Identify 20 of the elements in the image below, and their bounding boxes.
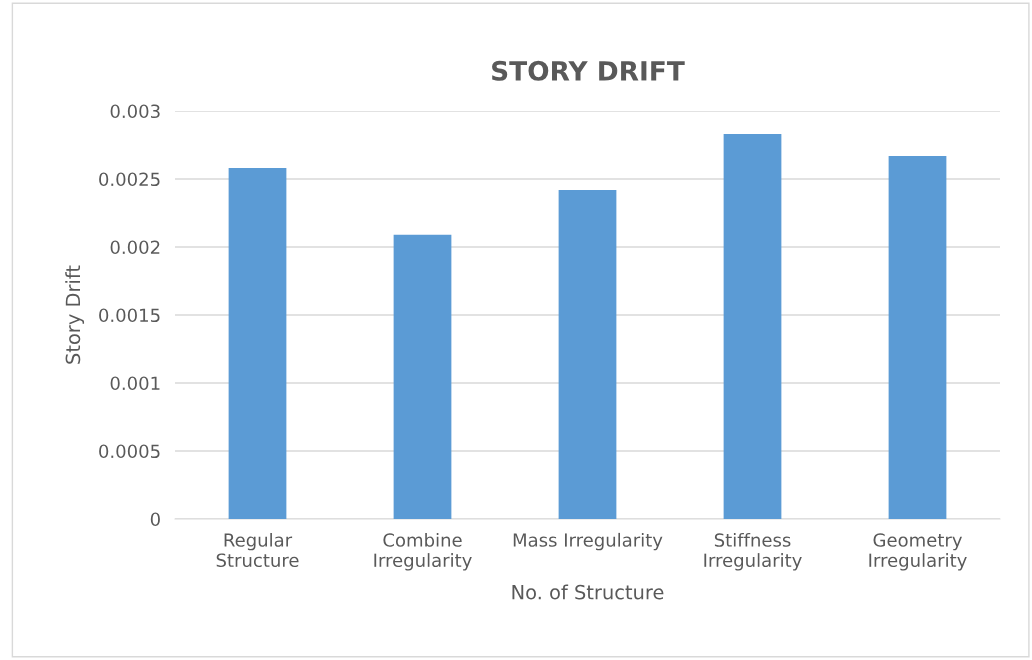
y-tick-label: 0.0005 (99, 444, 160, 459)
bar (723, 134, 782, 519)
x-tick-label: Regular Structure (216, 532, 299, 568)
y-tick-label: 0.0015 (99, 308, 160, 323)
bar (558, 189, 617, 519)
bar (228, 168, 287, 519)
x-tick-label: Combine Irregularity (374, 532, 472, 571)
x-tick-label: Mass Irregularity (513, 532, 663, 551)
bar (393, 234, 452, 519)
y-tick-label: 0.002 (110, 240, 160, 255)
y-tick-label: 0.0025 (99, 172, 160, 187)
y-tick-label: 0 (150, 512, 160, 527)
y-axis-title: Story Drift (65, 265, 85, 364)
x-tick-label: Geometry Irregularity (869, 533, 967, 571)
chart-title: STORY DRIFT (492, 60, 685, 81)
y-tick-label: 0.001 (110, 376, 160, 391)
x-tick-label: Stiffness Irregularity (704, 532, 802, 571)
x-axis-title: No. of Structure (512, 584, 664, 600)
y-tick-label: 0.003 (110, 104, 160, 119)
bar (888, 155, 947, 519)
